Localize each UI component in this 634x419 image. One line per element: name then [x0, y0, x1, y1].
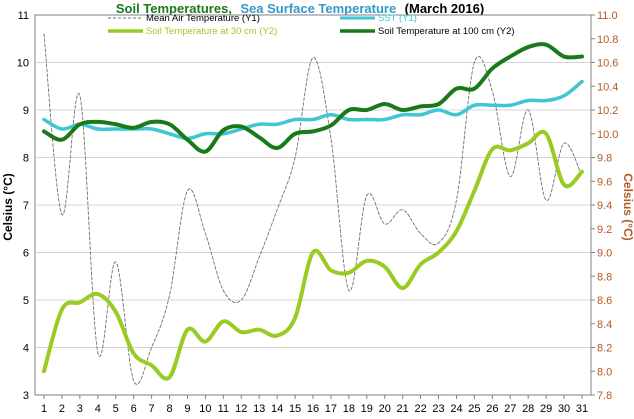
legend-label-sst: SST (Y1): [378, 13, 417, 24]
y2-tick-label: 11.0: [597, 10, 618, 22]
y1-tick-label: 10: [17, 58, 29, 70]
x-tick-label: 21: [397, 403, 409, 415]
y1-tick-label: 9: [23, 105, 29, 117]
x-tick-label: 12: [235, 403, 247, 415]
legend-label-soil-100: Soil Temperature at 100 cm (Y2): [378, 26, 515, 37]
y2-tick-label: 8.2: [597, 343, 612, 355]
legend-item-soil-30: Soil Temperature at 30 cm (Y2): [108, 26, 277, 37]
y2-tick-label: 8.0: [597, 366, 612, 378]
x-tick-label: 1: [41, 403, 47, 415]
x-tick-label: 10: [199, 403, 211, 415]
y2-tick-label: 10.0: [597, 129, 618, 141]
x-tick-label: 4: [95, 403, 101, 415]
x-tick-label: 26: [486, 403, 498, 415]
series-line-soil-30cm: [42, 129, 584, 381]
y2-tick-label: 9.4: [597, 200, 612, 212]
x-tick-label: 6: [131, 403, 137, 415]
x-tick-label: 30: [558, 403, 570, 415]
x-tick-label: 17: [325, 403, 337, 415]
x-tick-label: 7: [149, 403, 155, 415]
y1-tick-labels: 3 4 5 6 7 8 9 10 11: [17, 10, 29, 402]
y2-tick-label: 10.4: [597, 81, 618, 93]
x-tick-label: 8: [166, 403, 172, 415]
x-tick-label: 16: [307, 403, 319, 415]
series-lines: [42, 33, 584, 385]
x-tick-label: 23: [432, 403, 444, 415]
x-tick-label: 5: [113, 403, 119, 415]
chart-title-part2: Sea Surface Temperature: [240, 1, 396, 16]
x-tick-label: 24: [450, 403, 462, 415]
y2-tick-label: 9.6: [597, 176, 612, 188]
y2-tick-label: 8.8: [597, 271, 612, 283]
y1-tick-label: 11: [18, 10, 29, 22]
y2-tick-labels: 7.8 8.0 8.2 8.4 8.6 8.8 9.0 9.2 9.4 9.6 9.8 10.0 10.…: [591, 10, 618, 402]
x-tick-label: 29: [540, 403, 552, 415]
x-tick-label: 13: [253, 403, 265, 415]
x-tick-label: 9: [184, 403, 190, 415]
y1-tick-label: 8: [23, 153, 29, 165]
y2-tick-label: 7.8: [597, 390, 612, 402]
legend-item-soil-100: Soil Temperature at 100 cm (Y2): [340, 26, 515, 37]
y1-tick-label: 3: [23, 390, 29, 402]
x-tick-label: 14: [271, 403, 283, 415]
y1-axis-title: Celsius (°C): [1, 173, 15, 240]
x-tick-labels: 1 2 3 4 5 6 7 8 9 10 11 12 13 14 15 16 17 18 19 20 21 22 23 24 2…: [41, 395, 588, 415]
gridlines: [35, 62, 591, 348]
legend-item-sst: SST (Y1): [340, 13, 417, 24]
series-line-soil-100cm: [42, 42, 584, 154]
x-tick-label: 15: [289, 403, 301, 415]
legend-label-soil-30: Soil Temperature at 30 cm (Y2): [146, 26, 277, 37]
x-tick-label: 27: [504, 403, 516, 415]
x-tick-label: 18: [343, 403, 355, 415]
chart-title-part3: (March 2016): [405, 1, 484, 16]
y1-tick-label: 4: [23, 343, 29, 355]
y2-tick-label: 10.6: [597, 58, 618, 70]
y1-tick-label: 7: [23, 200, 29, 212]
x-tick-label: 2: [59, 403, 65, 415]
y2-tick-label: 9.8: [597, 153, 612, 165]
x-tick-label: 22: [414, 403, 426, 415]
x-tick-label: 31: [576, 403, 588, 415]
series-line-air-temp: [43, 33, 583, 385]
x-tick-label: 25: [468, 403, 480, 415]
x-tick-label: 20: [379, 403, 391, 415]
y2-tick-label: 9.2: [597, 224, 612, 236]
x-tick-label: 28: [522, 403, 534, 415]
x-tick-label: 3: [77, 403, 83, 415]
x-tick-label: 11: [218, 403, 229, 415]
chart-title-part1: Soil Temperatures,: [116, 1, 232, 16]
y2-axis-title: Celsius (°C): [621, 173, 634, 240]
y1-tick-label: 5: [23, 295, 29, 307]
y2-tick-label: 9.0: [597, 248, 612, 260]
y2-tick-label: 8.6: [597, 295, 612, 307]
y1-tick-label: 6: [23, 248, 29, 260]
legend: Mean Air Temperature (Y1) SST (Y1) Soil …: [108, 13, 515, 37]
legend-label-air: Mean Air Temperature (Y1): [146, 13, 260, 24]
y2-tick-label: 10.2: [597, 105, 618, 117]
y2-tick-label: 10.8: [597, 34, 618, 46]
chart-title: Soil Temperatures, Sea Surface Temperatu…: [116, 0, 484, 17]
y2-tick-label: 8.4: [597, 319, 612, 331]
x-tick-label: 19: [361, 403, 373, 415]
legend-item-air: Mean Air Temperature (Y1): [108, 13, 260, 24]
